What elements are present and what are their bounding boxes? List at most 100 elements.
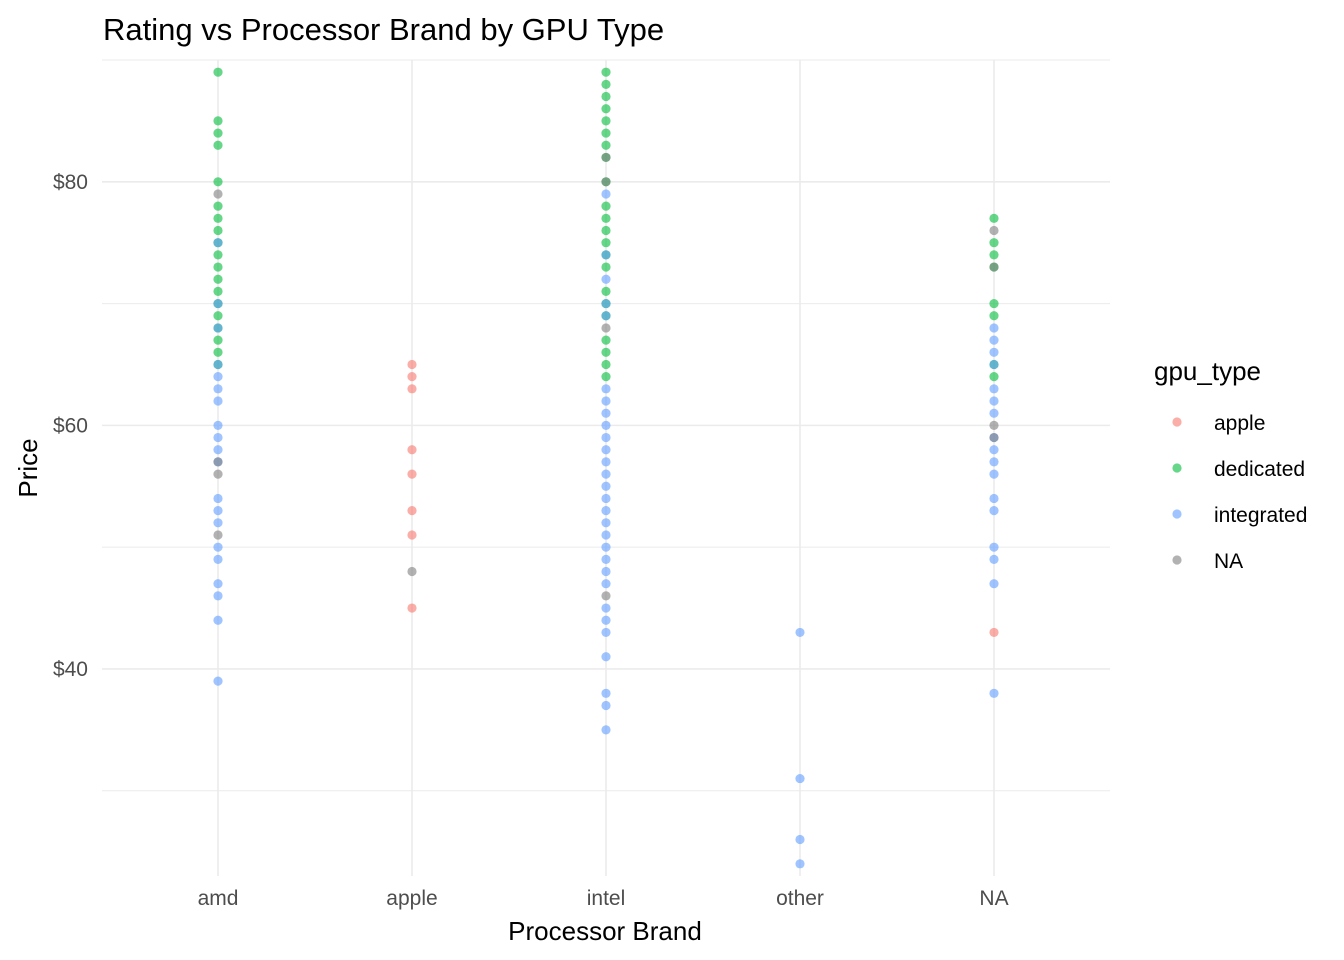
data-point: [601, 432, 611, 443]
data-point: [601, 481, 611, 491]
data-point: [213, 457, 223, 467]
data-point: [989, 408, 999, 418]
data-point: [601, 542, 611, 552]
data-point: [213, 189, 223, 199]
data-point: [213, 213, 223, 223]
data-point: [989, 335, 999, 345]
data-point: [989, 445, 999, 455]
data-point: [601, 177, 611, 187]
legend-key: [1172, 509, 1182, 519]
data-point: [601, 347, 611, 357]
data-point: [601, 67, 611, 77]
data-point: [601, 445, 611, 455]
data-point: [989, 238, 999, 248]
data-point: [601, 104, 611, 114]
data-point: [407, 384, 417, 394]
x-tick-label-other: other: [776, 887, 824, 910]
legend-key: [1172, 417, 1182, 427]
data-point: [989, 250, 999, 260]
data-point: [989, 225, 999, 236]
data-point: [213, 676, 223, 686]
data-point: [601, 493, 611, 504]
data-point: [213, 372, 223, 382]
data-point: [989, 627, 999, 638]
data-point: [213, 177, 223, 187]
data-point: [213, 432, 223, 443]
data-point: [213, 469, 223, 479]
data-point: [213, 396, 223, 406]
legend-label: NA: [1214, 550, 1243, 573]
data-point: [989, 420, 999, 430]
legend-items: apple dedicated integrated NA: [1172, 412, 1307, 573]
y-axis-title: Price: [13, 438, 43, 497]
legend-key: [1172, 463, 1182, 473]
data-point: [601, 213, 611, 223]
data-point: [601, 262, 611, 272]
legend: gpu_type apple dedicated integrated NA: [1154, 356, 1307, 573]
data-point: [601, 201, 611, 211]
data-point: [601, 457, 611, 467]
data-point: [989, 688, 999, 698]
data-point: [601, 189, 611, 199]
data-point: [213, 445, 223, 455]
data-point: [213, 554, 223, 564]
data-point: [601, 530, 611, 540]
data-point: [989, 554, 999, 564]
data-point: [989, 311, 999, 321]
data-point: [213, 286, 223, 297]
series-apple: [407, 359, 999, 638]
legend-title: gpu_type: [1154, 356, 1261, 386]
data-point: [601, 323, 611, 333]
data-point: [601, 372, 611, 382]
data-point: [407, 469, 417, 479]
data-point: [989, 323, 999, 333]
y-tick-label: $40: [53, 658, 88, 681]
data-point: [989, 213, 999, 223]
legend-key: [1172, 555, 1182, 565]
data-point: [213, 116, 223, 126]
data-point: [601, 518, 611, 528]
data-point: [795, 627, 805, 638]
data-point: [601, 116, 611, 126]
data-point: [213, 518, 223, 528]
data-point: [989, 579, 999, 589]
data-point: [601, 420, 611, 430]
data-point: [795, 859, 805, 869]
x-axis-title: Processor Brand: [508, 916, 702, 946]
data-point: [601, 335, 611, 345]
data-point: [407, 603, 417, 613]
data-point: [213, 420, 223, 430]
data-point: [601, 408, 611, 418]
chart-title: Rating vs Processor Brand by GPU Type: [103, 12, 664, 47]
data-point: [601, 359, 611, 370]
data-point: [989, 298, 999, 309]
x-tick-label-intel: intel: [587, 887, 626, 910]
data-point: [601, 469, 611, 479]
data-point: [989, 262, 999, 272]
data-point: [213, 238, 223, 248]
data-point: [213, 506, 223, 516]
data-point: [601, 298, 611, 309]
legend-label: apple: [1214, 412, 1265, 435]
data-point: [601, 91, 611, 102]
data-point: [601, 311, 611, 321]
data-point: [989, 359, 999, 370]
axis-ticks: $40 $60 $80 amd apple intel other NA: [53, 171, 1009, 910]
data-point: [601, 603, 611, 613]
data-point: [213, 579, 223, 589]
series-dedicated: [213, 67, 999, 382]
x-tick-label-na: NA: [979, 887, 1008, 910]
x-tick-label-amd: amd: [198, 887, 239, 910]
data-point: [989, 432, 999, 443]
data-point: [989, 396, 999, 406]
data-point: [213, 128, 223, 138]
data-point: [601, 238, 611, 248]
series-na: [213, 152, 999, 601]
data-point: [601, 591, 611, 601]
data-point: [407, 566, 417, 577]
data-point: [213, 250, 223, 260]
data-point: [601, 688, 611, 698]
data-point: [989, 384, 999, 394]
data-point: [601, 274, 611, 284]
data-point: [407, 359, 417, 370]
